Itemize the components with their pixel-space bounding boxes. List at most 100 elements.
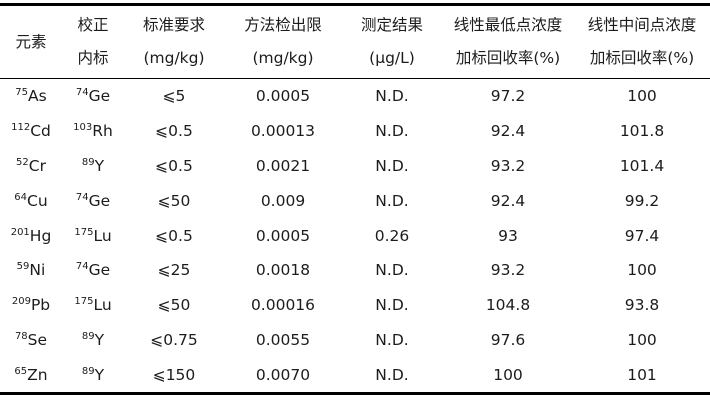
table-row: 64Cu 74Ge ⩽50 0.009 N.D. 92.4 99.2 <box>0 183 710 218</box>
table-row: 52Cr 89Y ⩽0.5 0.0021 N.D. 93.2 101.4 <box>0 149 710 184</box>
standard-requirement-cell: ⩽150 <box>124 357 224 396</box>
element-cell: 65Zn <box>0 357 62 396</box>
recovery-middle-cell: 100 <box>627 330 657 349</box>
recovery-lowest-cell: 93.2 <box>490 261 526 280</box>
recovery-middle-cell: 99.2 <box>624 191 660 210</box>
istd-symbol: Rh <box>92 122 113 141</box>
standard-requirement-cell: ⩽0.5 <box>155 226 193 245</box>
header-label: 方法检出限 <box>244 16 322 34</box>
standard-requirement-cell: ⩽5 <box>162 87 186 106</box>
element-cell: 78Se <box>0 323 62 358</box>
element-isotope: 65 <box>14 365 28 377</box>
element-cell: 201Hg <box>0 218 62 253</box>
recovery-middle-cell: 101.8 <box>619 122 665 141</box>
recovery-middle-cell: 101 <box>574 357 710 396</box>
detection-limit-cell: 0.00013 <box>250 122 316 141</box>
table-body: 75As 74Ge ⩽5 0.0005 N.D. 97.2 100 112Cd … <box>0 79 710 396</box>
header-label: 加标回收率(%) <box>589 49 695 67</box>
standard-requirement-cell: ⩽25 <box>157 261 191 280</box>
header-label: 测定结果 <box>360 16 423 34</box>
table-row: 65Zn 89Y ⩽150 0.0070 N.D. 100 101 <box>0 357 710 396</box>
header-row: 元素 校正 内标 标准要求 (mg/kg) 方法检出限 (mg/kg) 测定结果… <box>0 3 710 79</box>
table-row: 201Hg 175Lu ⩽0.5 0.0005 0.26 93 97.4 <box>0 218 710 253</box>
standard-requirement-cell: ⩽0.75 <box>150 330 198 349</box>
internal-standard-cell: 74Ge <box>62 253 124 288</box>
element-symbol: Ni <box>29 261 46 280</box>
table-row: 75As 74Ge ⩽5 0.0005 N.D. 97.2 100 <box>0 79 710 114</box>
istd-isotope: 74 <box>75 261 89 273</box>
element-cell: 59Ni <box>0 253 62 288</box>
detection-limit-cell: 0.0055 <box>255 330 311 349</box>
istd-symbol: Ge <box>88 87 111 106</box>
result-cell: N.D. <box>375 296 409 315</box>
internal-standard-cell: 89Y <box>62 149 124 184</box>
header-label: 内标 <box>77 49 109 67</box>
element-symbol: Hg <box>29 226 52 245</box>
result-cell: N.D. <box>375 191 409 210</box>
recovery-lowest-cell: 93.2 <box>490 156 526 175</box>
table-row: 112Cd 103Rh ⩽0.5 0.00013 N.D. 92.4 101.8 <box>0 114 710 149</box>
internal-standard-cell: 74Ge <box>62 183 124 218</box>
result-cell: N.D. <box>375 87 409 106</box>
column-header-detection-limit: 方法检出限 (mg/kg) <box>224 3 342 79</box>
istd-symbol: Lu <box>93 296 112 315</box>
istd-isotope: 89 <box>81 156 95 168</box>
recovery-lowest-cell: 92.4 <box>490 191 526 210</box>
recovery-lowest-cell: 97.2 <box>490 87 526 106</box>
column-header-internal-standard: 校正 内标 <box>62 3 124 79</box>
recovery-middle-cell: 97.4 <box>624 226 660 245</box>
standard-requirement-cell: ⩽50 <box>157 191 191 210</box>
result-cell: 0.26 <box>374 226 410 245</box>
result-cell: N.D. <box>375 261 409 280</box>
element-isotope: 201 <box>10 226 30 238</box>
istd-symbol: Ge <box>88 261 111 280</box>
recovery-middle-cell: 101.4 <box>619 156 665 175</box>
column-header-recovery-lowest: 线性最低点浓度 加标回收率(%) <box>442 3 574 79</box>
table-row: 209Pb 175Lu ⩽50 0.00016 N.D. 104.8 93.8 <box>0 288 710 323</box>
recovery-middle-cell: 100 <box>627 261 657 280</box>
istd-symbol: Y <box>94 330 105 349</box>
recovery-lowest-cell: 92.4 <box>490 122 526 141</box>
header-label: 加标回收率(%) <box>455 49 561 67</box>
result-cell: N.D. <box>375 330 409 349</box>
element-symbol: Cu <box>27 191 48 210</box>
element-symbol: Cr <box>28 156 46 175</box>
header-unit: (μg/L) <box>369 49 415 67</box>
result-cell: N.D. <box>342 357 442 396</box>
internal-standard-cell: 74Ge <box>62 79 124 114</box>
header-label: 线性最低点浓度 <box>453 16 563 34</box>
element-cell: 112Cd <box>0 114 62 149</box>
internal-standard-cell: 175Lu <box>62 288 124 323</box>
istd-isotope: 74 <box>75 191 89 203</box>
element-symbol: Pb <box>30 296 51 315</box>
column-header-standard-requirement: 标准要求 (mg/kg) <box>124 3 224 79</box>
table-header: 元素 校正 内标 标准要求 (mg/kg) 方法检出限 (mg/kg) 测定结果… <box>0 3 710 79</box>
istd-symbol: Lu <box>93 226 112 245</box>
istd-isotope: 89 <box>81 365 95 377</box>
istd-isotope: 175 <box>74 296 94 308</box>
element-cell: 52Cr <box>0 149 62 184</box>
istd-symbol: Y <box>94 156 105 175</box>
detection-limit-cell: 0.009 <box>260 191 306 210</box>
istd-symbol: Y <box>94 365 105 384</box>
element-isotope: 209 <box>11 296 31 308</box>
istd-isotope: 89 <box>81 330 95 342</box>
standard-requirement-cell: ⩽0.5 <box>155 156 193 175</box>
recovery-lowest-cell: 100 <box>442 357 574 396</box>
detection-limit-cell: 0.0021 <box>255 156 311 175</box>
detection-limit-cell: 0.00016 <box>250 296 316 315</box>
header-label: 元素 <box>15 32 47 51</box>
element-isotope: 112 <box>11 122 31 134</box>
recovery-middle-cell: 93.8 <box>624 296 660 315</box>
element-symbol: Zn <box>27 365 48 384</box>
recovery-lowest-cell: 104.8 <box>485 296 531 315</box>
element-symbol: Cd <box>30 122 51 141</box>
recovery-lowest-cell: 93 <box>498 226 518 245</box>
element-cell: 209Pb <box>0 288 62 323</box>
table-row: 78Se 89Y ⩽0.75 0.0055 N.D. 97.6 100 <box>0 323 710 358</box>
istd-isotope: 175 <box>74 226 94 238</box>
internal-standard-cell: 89Y <box>62 323 124 358</box>
recovery-middle-cell: 100 <box>627 87 657 106</box>
element-cell: 64Cu <box>0 183 62 218</box>
element-symbol: Se <box>27 330 48 349</box>
